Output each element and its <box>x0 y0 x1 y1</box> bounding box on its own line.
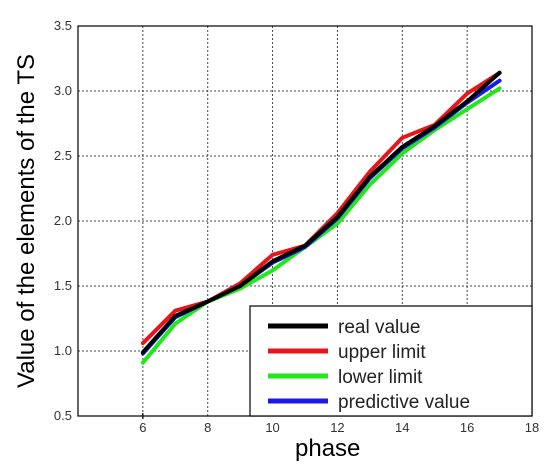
legend-label: lower limit <box>338 367 423 388</box>
legend-label: real value <box>338 317 420 338</box>
x-tick-label: 8 <box>204 420 211 435</box>
series-line-upper-limit <box>140 70 502 346</box>
legend-label: upper limit <box>338 342 426 363</box>
tick-labels: 6 8 10 12 14 16 18 0.5 1.0 1.5 2.0 2.5 3.0 3.5 <box>54 18 539 435</box>
y-tick-label: 1.5 <box>54 278 72 293</box>
y-tick-label: 3.0 <box>54 83 72 98</box>
x-tick-label: 18 <box>525 420 539 435</box>
x-tick-label: 16 <box>460 420 474 435</box>
y-axis-title: Value of the elements of the TS <box>13 54 40 388</box>
x-tick-label: 14 <box>395 420 409 435</box>
series-line-real-value <box>140 70 502 355</box>
x-tick-label: 6 <box>139 420 146 435</box>
x-tick-label: 10 <box>265 420 279 435</box>
y-tick-label: 0.5 <box>54 408 72 423</box>
legend-label: predictive value <box>338 392 470 413</box>
y-tick-label: 2.0 <box>54 213 72 228</box>
y-tick-label: 3.5 <box>54 18 72 33</box>
series-group <box>140 70 502 365</box>
y-tick-label: 2.5 <box>54 148 72 163</box>
x-axis-title: phase <box>295 435 360 462</box>
y-tick-label: 1.0 <box>54 343 72 358</box>
legend: real value upper limit lower limit predicti… <box>249 305 533 417</box>
x-tick-label: 12 <box>330 420 344 435</box>
